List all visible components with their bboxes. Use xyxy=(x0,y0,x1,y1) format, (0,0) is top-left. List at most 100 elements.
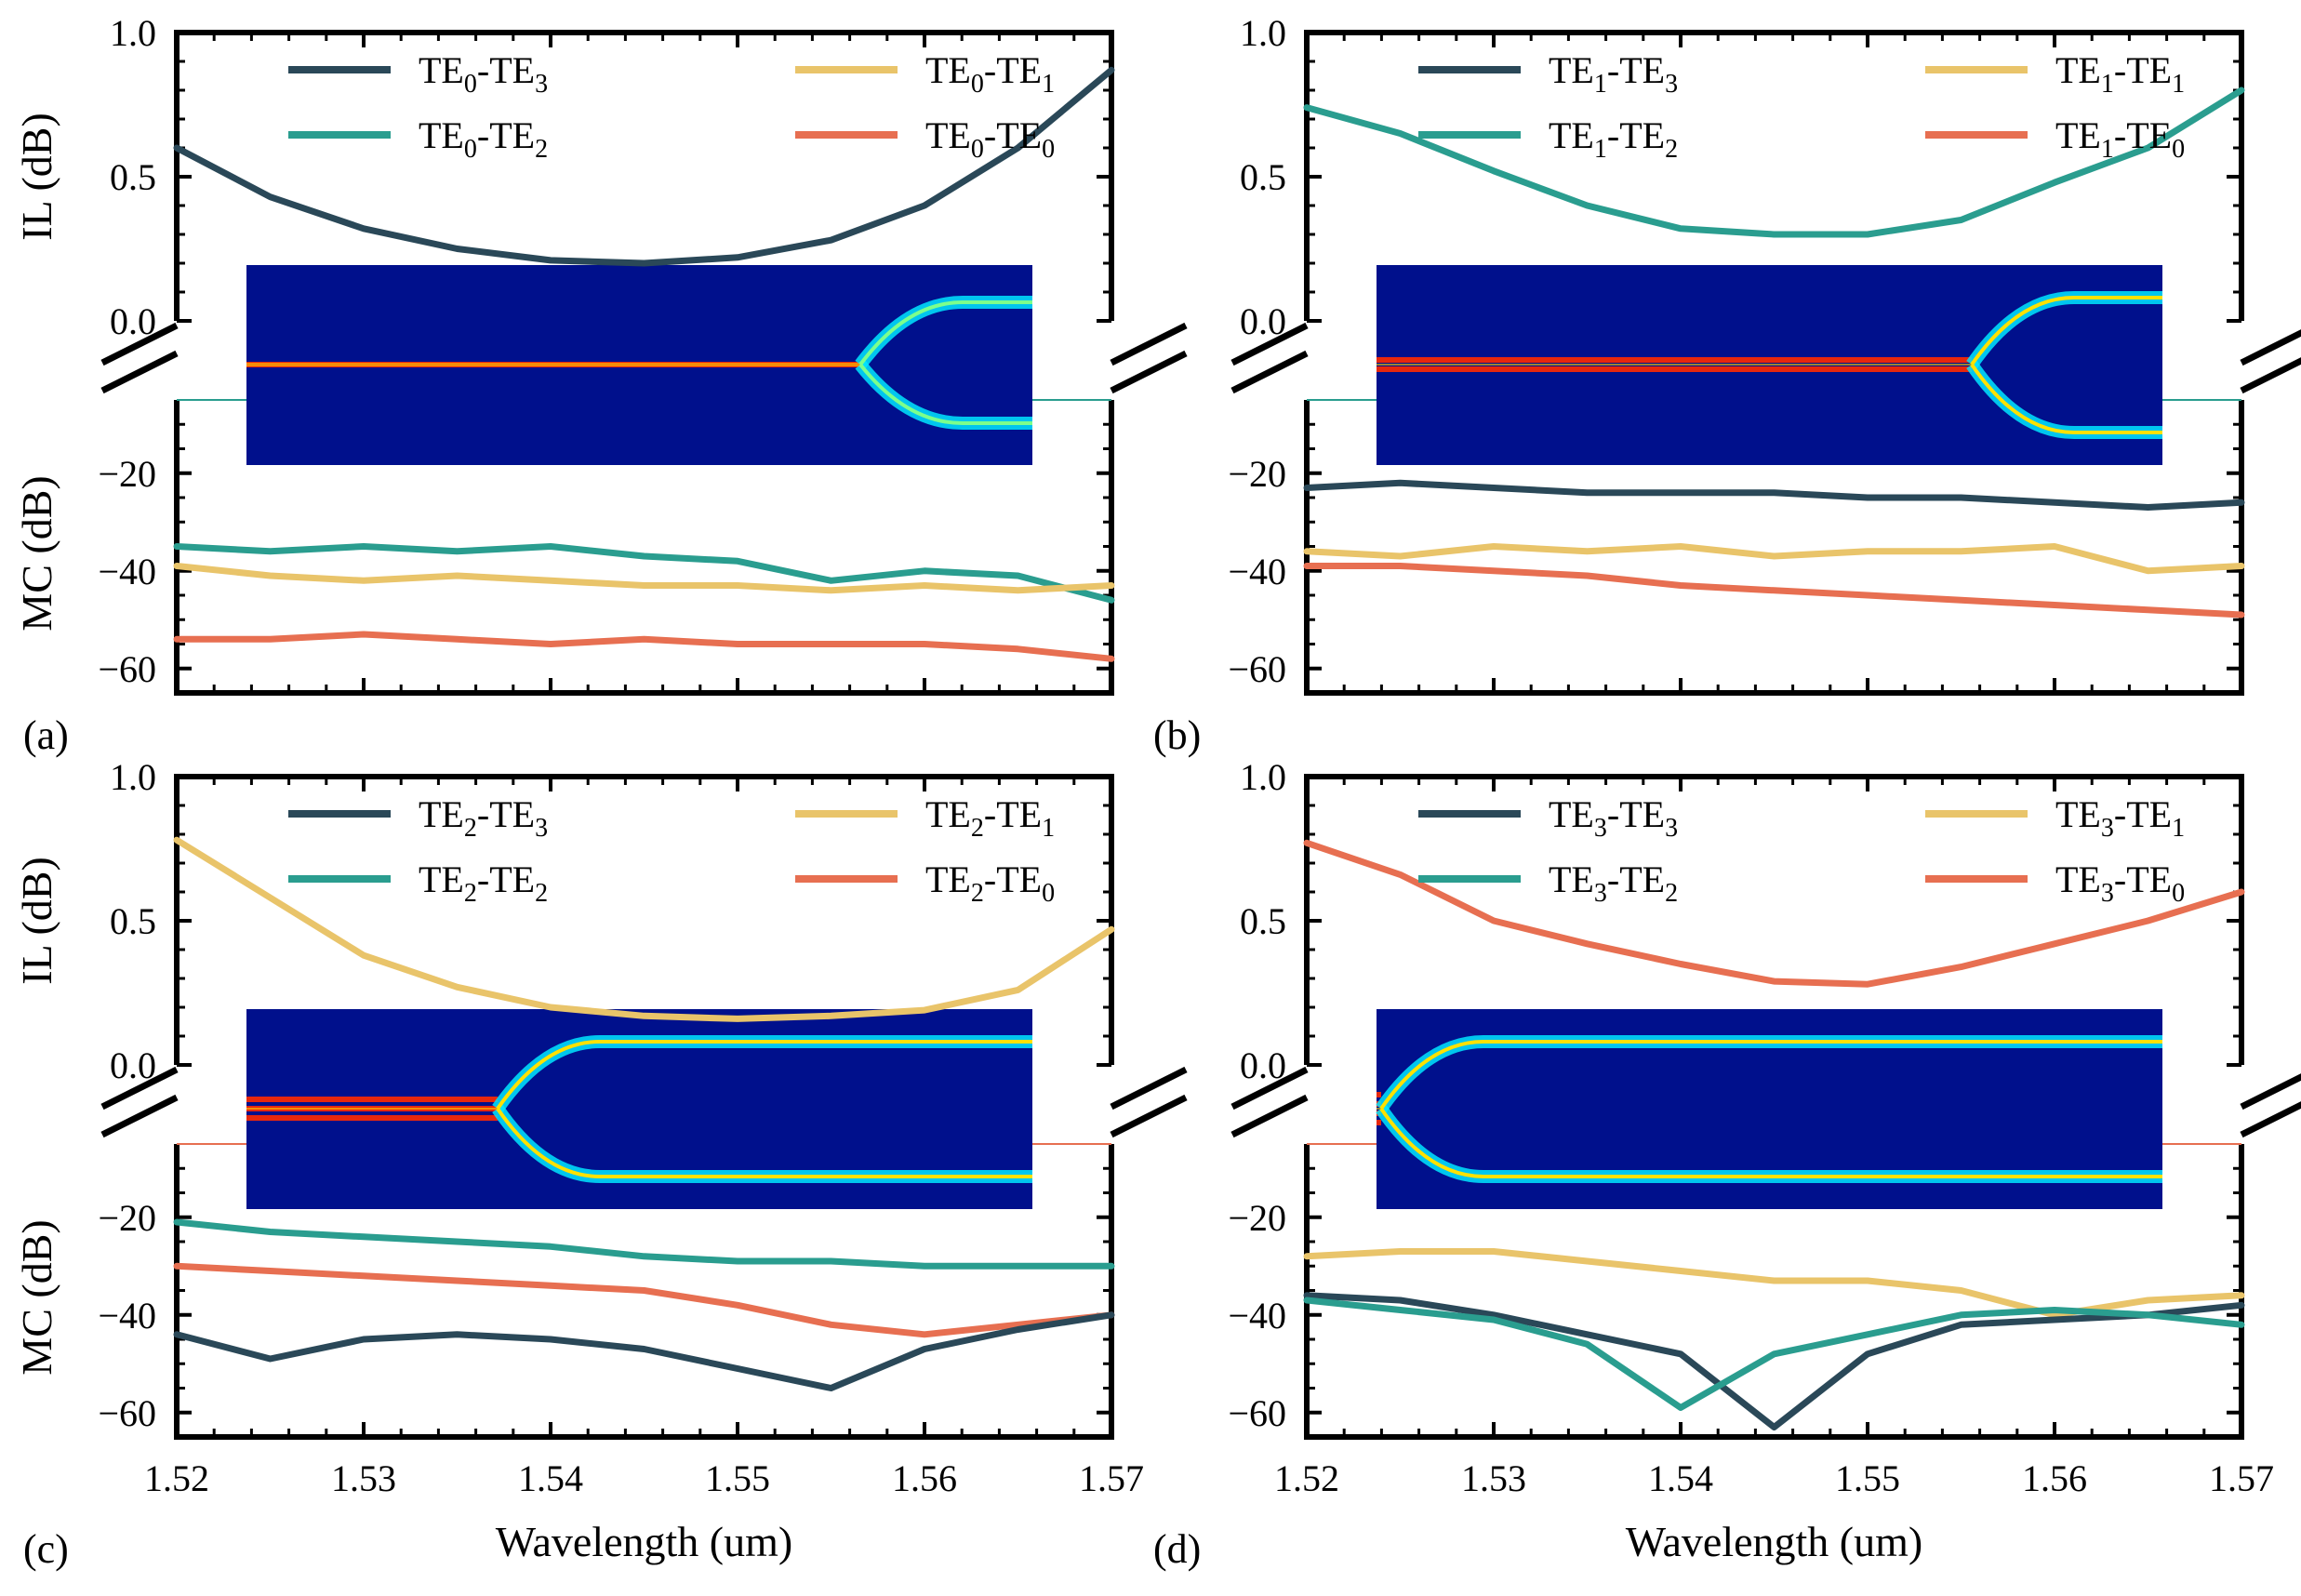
legend-label-part: 3 xyxy=(1665,70,1678,99)
field-arm-lower-core xyxy=(496,1107,1032,1178)
legend-label-part: TE xyxy=(925,858,971,900)
legend-item: TE0-TE2 xyxy=(288,114,548,164)
legend-label-part: -TE xyxy=(2114,858,2172,900)
chart-panel-c: 1.52 1.53 1.54 1.55 1.56 1.57 0.0 0.5 1.0 −60 −40 −… xyxy=(13,756,1188,1572)
field-map-inset xyxy=(246,265,1032,465)
break-mark xyxy=(1110,1094,1188,1138)
chart-panel-d: 1.52 1.53 1.54 1.55 1.56 1.57 0.0 0.5 1.0 −60 −40 −… xyxy=(1153,756,2301,1572)
field-arm-upper-core xyxy=(858,300,1032,366)
field-arm-lower-core xyxy=(1970,363,2162,434)
legend-label-part: 1 xyxy=(1594,70,1607,99)
legend-label-part: TE xyxy=(925,114,971,156)
panel-label: (d) xyxy=(1153,1526,1201,1572)
legend-label-part: TE xyxy=(419,49,464,91)
legend-label-part: 2 xyxy=(464,814,477,843)
break-mark xyxy=(1230,1094,1309,1138)
mc-tick-label: −60 xyxy=(98,648,156,690)
legend-label-part: 2 xyxy=(1665,135,1678,164)
legend-label-part: TE xyxy=(419,114,464,156)
legend-label-part: -TE xyxy=(477,793,535,835)
legend-label-part: -TE xyxy=(2114,114,2172,156)
legend-label-part: -TE xyxy=(1607,793,1665,835)
legend-label: TE1-TE2 xyxy=(1549,114,1678,164)
legend-label-part: 3 xyxy=(2101,879,2114,908)
il-tick-label: 0.5 xyxy=(110,156,156,198)
break-mark xyxy=(1230,350,1309,394)
legend-label-part: 1 xyxy=(2172,70,2185,99)
legend-label-part: 2 xyxy=(535,135,548,164)
break-mark xyxy=(2240,1101,2301,1138)
legend-label-part: TE xyxy=(419,793,464,835)
x-tick-label: 1.52 xyxy=(144,1457,209,1499)
mc-tick-label: −40 xyxy=(1228,551,1286,592)
legend-item: TE2-TE1 xyxy=(795,793,1055,843)
legend-label-part: 0 xyxy=(2172,879,2185,908)
legend-item: TE1-TE3 xyxy=(1418,49,1678,99)
x-tick-label: 1.54 xyxy=(1648,1457,1713,1499)
mc-tick-label: −40 xyxy=(1228,1295,1286,1337)
break-mark xyxy=(2240,1073,2301,1111)
legend-label-part: -TE xyxy=(1607,858,1665,900)
legend-label: TE2-TE2 xyxy=(419,858,548,908)
legend-item: TE1-TE0 xyxy=(1925,114,2185,164)
break-mark xyxy=(100,350,179,394)
legend-label-part: TE xyxy=(1549,114,1594,156)
il-tick-label: 0.5 xyxy=(1240,900,1286,942)
legend-label-part: -TE xyxy=(2114,793,2172,835)
il-tick-label: 1.0 xyxy=(1240,12,1286,54)
mc-curve-TE2-TE0 xyxy=(173,1262,1115,1338)
x-tick-label: 1.56 xyxy=(2022,1457,2087,1499)
il-tick-label: 0.0 xyxy=(1240,300,1286,342)
il-curve-TE1-TE1 xyxy=(1303,86,2245,238)
x-tick-label: 1.52 xyxy=(1274,1457,1339,1499)
mc-tick-label: −60 xyxy=(1228,1392,1286,1434)
break-mark xyxy=(100,1094,179,1138)
mc-curve-TE1-TE0 xyxy=(1303,563,2245,618)
legend-item: TE1-TE1 xyxy=(1925,49,2185,99)
il-curve-TE0-TE0 xyxy=(173,66,1115,267)
legend-label-part: 0 xyxy=(2172,135,2185,164)
legend-label-part: -TE xyxy=(1607,114,1665,156)
legend-label: TE3-TE1 xyxy=(2055,793,2185,843)
mc-tick-label: −60 xyxy=(98,1392,156,1434)
break-mark xyxy=(1110,1066,1188,1111)
legend-label: TE2-TE3 xyxy=(419,793,548,843)
legend-label-part: TE xyxy=(2055,114,2101,156)
field-arm-upper-core xyxy=(496,1040,1032,1111)
legend-item: TE0-TE1 xyxy=(795,49,1055,99)
break-mark xyxy=(2240,329,2301,366)
il-tick-label: 0.5 xyxy=(110,900,156,942)
legend-label-part: TE xyxy=(925,793,971,835)
legend-label-part: TE xyxy=(2055,858,2101,900)
legend-item: TE1-TE2 xyxy=(1418,114,1678,164)
legend-item: TE2-TE2 xyxy=(288,858,548,908)
x-tick-label: 1.55 xyxy=(705,1457,770,1499)
legend-label-part: 1 xyxy=(1594,135,1607,164)
legend-label-part: TE xyxy=(1549,858,1594,900)
legend-label-part: 3 xyxy=(1594,879,1607,908)
il-tick-label: 0.0 xyxy=(1240,1044,1286,1086)
legend-label-part: 1 xyxy=(2101,70,2114,99)
mc-curve-TE3-TE3 xyxy=(1303,1292,2245,1430)
legend-label-part: 0 xyxy=(1042,135,1055,164)
legend-label-part: 2 xyxy=(971,879,984,908)
break-mark xyxy=(100,322,179,366)
y-label-il: IL (dB) xyxy=(13,857,60,985)
legend-label: TE0-TE2 xyxy=(419,114,548,164)
x-tick-label: 1.56 xyxy=(892,1457,957,1499)
legend-label-part: 2 xyxy=(971,814,984,843)
mc-curve-TE3-TE2 xyxy=(1303,1297,2245,1411)
mc-curve-TE0-TE1 xyxy=(173,563,1115,594)
legend-label: TE2-TE1 xyxy=(925,793,1055,843)
panel-label: (c) xyxy=(23,1526,69,1572)
mc-curve-TE2-TE3 xyxy=(173,1311,1115,1391)
x-label: Wavelength (um) xyxy=(1626,1518,1922,1565)
legend-item: TE3-TE3 xyxy=(1418,793,1678,843)
il-tick-label: 0.0 xyxy=(110,1044,156,1086)
legend-item: TE3-TE1 xyxy=(1925,793,2185,843)
